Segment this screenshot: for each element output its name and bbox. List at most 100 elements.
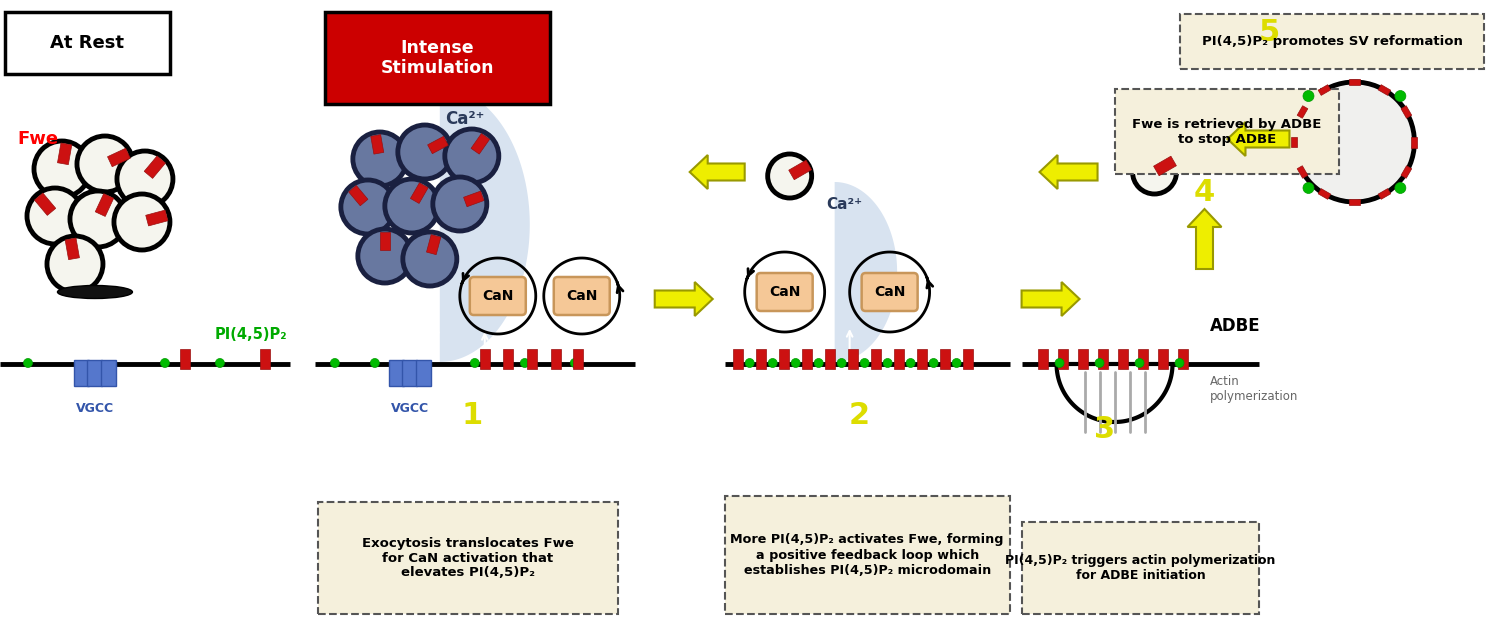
Circle shape: [370, 359, 380, 368]
Bar: [847, 349, 858, 369]
Circle shape: [1095, 359, 1104, 368]
Bar: [260, 349, 270, 369]
FancyBboxPatch shape: [861, 273, 918, 311]
Text: 2: 2: [849, 401, 870, 431]
Bar: [87, 360, 102, 386]
Text: Ca²⁺: Ca²⁺: [446, 110, 485, 128]
FancyArrow shape: [654, 282, 712, 316]
Circle shape: [340, 180, 394, 234]
Text: 4: 4: [1194, 177, 1215, 207]
Bar: [388, 360, 404, 386]
Bar: [100, 360, 116, 386]
Text: Actin
polymerization: Actin polymerization: [1209, 375, 1298, 403]
Circle shape: [928, 359, 938, 368]
Circle shape: [114, 194, 170, 250]
FancyBboxPatch shape: [724, 496, 1010, 614]
FancyArrow shape: [1227, 122, 1290, 156]
Bar: [1401, 166, 1411, 178]
Bar: [416, 360, 430, 386]
FancyArrow shape: [1022, 282, 1080, 316]
Bar: [732, 349, 742, 369]
Bar: [1098, 349, 1107, 369]
Bar: [471, 134, 489, 154]
FancyBboxPatch shape: [470, 277, 526, 315]
Circle shape: [570, 359, 579, 368]
Bar: [1378, 188, 1390, 199]
Bar: [370, 135, 384, 154]
Bar: [1412, 137, 1418, 147]
Bar: [870, 349, 880, 369]
Circle shape: [1174, 359, 1184, 368]
FancyBboxPatch shape: [554, 277, 609, 315]
Bar: [1077, 349, 1088, 369]
Circle shape: [768, 359, 777, 368]
Text: 3: 3: [1094, 414, 1114, 444]
Bar: [503, 349, 513, 369]
Circle shape: [358, 229, 413, 283]
Bar: [96, 193, 114, 217]
Circle shape: [952, 359, 962, 368]
Bar: [756, 349, 765, 369]
Text: CaN: CaN: [770, 285, 801, 299]
Text: Fwe: Fwe: [18, 130, 58, 148]
Circle shape: [520, 359, 530, 368]
FancyBboxPatch shape: [1179, 14, 1485, 69]
Text: VGCC: VGCC: [76, 402, 114, 415]
Bar: [963, 349, 972, 369]
Bar: [1178, 349, 1188, 369]
Circle shape: [76, 136, 134, 192]
FancyArrow shape: [1040, 155, 1098, 189]
Circle shape: [1304, 90, 1314, 102]
Circle shape: [433, 177, 488, 231]
Bar: [526, 349, 537, 369]
Bar: [1378, 85, 1390, 95]
Bar: [1158, 349, 1167, 369]
Bar: [480, 349, 490, 369]
Ellipse shape: [57, 286, 132, 298]
Bar: [426, 235, 441, 255]
Circle shape: [906, 359, 915, 368]
Bar: [1348, 79, 1360, 85]
Text: VGCC: VGCC: [392, 402, 429, 415]
Circle shape: [790, 359, 800, 368]
Bar: [144, 156, 165, 178]
Circle shape: [398, 125, 451, 179]
Circle shape: [446, 129, 500, 183]
Circle shape: [160, 359, 170, 368]
Bar: [1298, 105, 1308, 119]
Bar: [916, 349, 927, 369]
Bar: [1154, 156, 1176, 176]
Bar: [894, 349, 903, 369]
Circle shape: [471, 359, 480, 368]
Bar: [801, 349, 812, 369]
Bar: [1401, 105, 1411, 119]
Bar: [1298, 166, 1308, 178]
Text: Exocytosis translocates Fwe
for CaN activation that
elevates PI(4,5)P₂: Exocytosis translocates Fwe for CaN acti…: [362, 537, 573, 580]
Text: CaN: CaN: [566, 289, 597, 303]
Circle shape: [27, 188, 82, 244]
Text: PI(4,5)P₂ triggers actin polymerization
for ADBE initiation: PI(4,5)P₂ triggers actin polymerization …: [1005, 554, 1275, 582]
FancyBboxPatch shape: [1022, 522, 1260, 614]
Text: PI(4,5)P₂: PI(4,5)P₂: [214, 326, 288, 341]
Text: At Rest: At Rest: [51, 34, 124, 52]
Circle shape: [46, 236, 104, 292]
Text: PI(4,5)P₂ promotes SV reformation: PI(4,5)P₂ promotes SV reformation: [1202, 35, 1462, 48]
Bar: [1137, 349, 1148, 369]
Polygon shape: [834, 182, 897, 362]
Text: ADBE: ADBE: [1209, 317, 1260, 335]
Bar: [1058, 349, 1068, 369]
Bar: [1318, 188, 1330, 199]
Text: CaN: CaN: [874, 285, 906, 299]
Bar: [573, 349, 584, 369]
Circle shape: [768, 154, 812, 198]
Bar: [402, 360, 417, 386]
Text: Ca²⁺: Ca²⁺: [827, 197, 862, 212]
Bar: [380, 232, 390, 250]
Bar: [825, 349, 834, 369]
FancyBboxPatch shape: [326, 12, 550, 104]
Bar: [464, 191, 484, 207]
Circle shape: [746, 359, 754, 368]
Text: 5: 5: [1258, 17, 1280, 47]
FancyBboxPatch shape: [756, 273, 813, 311]
Bar: [34, 193, 56, 215]
